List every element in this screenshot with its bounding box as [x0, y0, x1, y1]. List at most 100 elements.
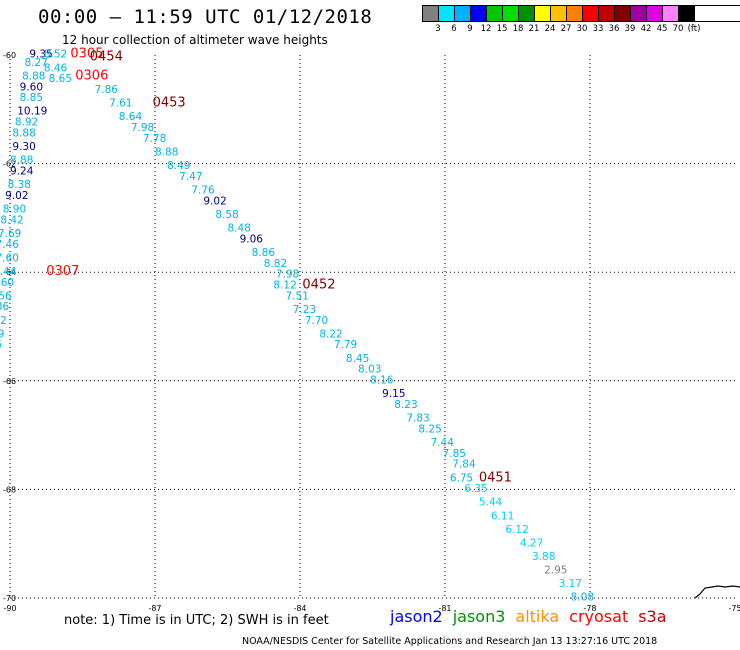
- swh-value: 7.61: [109, 98, 132, 110]
- swh-value: 7.36: [0, 339, 2, 351]
- swh-value: 8.58: [215, 209, 238, 221]
- swh-value: 7.79: [334, 339, 357, 351]
- legend-label: 18: [512, 24, 524, 34]
- swh-value: 9.30: [12, 141, 35, 153]
- legend-swatch: [647, 6, 663, 21]
- swh-value: 8.88: [10, 155, 33, 167]
- swh-value: 8.49: [167, 160, 190, 172]
- swh-value: 7.60: [0, 277, 14, 289]
- swh-value: 7.98: [131, 122, 154, 134]
- legend-label: 39: [624, 24, 636, 34]
- legend-label: 36: [608, 24, 620, 34]
- swh-value: 8.12: [273, 279, 296, 291]
- swh-value: 8.42: [0, 214, 23, 226]
- swh-value: 7.51: [286, 290, 309, 302]
- legend-label: 12: [480, 24, 492, 34]
- swh-value: 7.56: [0, 290, 12, 302]
- swh-value: 2.95: [544, 565, 567, 577]
- coastline: [694, 585, 740, 599]
- legend-label: 45: [656, 24, 668, 34]
- swh-value: 10.19: [17, 106, 47, 118]
- lat-tick-label: -60: [3, 51, 16, 60]
- swh-value: 8.86: [252, 247, 276, 259]
- swh-value: 7.86: [95, 84, 119, 96]
- antarctic-coast: [694, 585, 740, 599]
- swh-value: 3.88: [532, 551, 555, 563]
- legend-swatch: [551, 6, 567, 21]
- swh-value: 8.85: [20, 92, 43, 104]
- lon-tick-label: -75: [728, 604, 740, 613]
- swh-value: 6.35: [464, 483, 487, 495]
- swh-value: 6.75: [450, 472, 473, 484]
- satellite-label-cryosat: cryosat: [569, 607, 629, 626]
- legend-label: 3: [435, 24, 441, 34]
- lat-tick-label: -70: [3, 594, 16, 603]
- pass-time-label: 0305: [70, 47, 103, 62]
- swh-value: 8.23: [394, 399, 417, 411]
- swh-value: 7.76: [191, 184, 215, 196]
- swh-value: 8.90: [3, 203, 26, 215]
- color-scale-swatches: [422, 5, 740, 22]
- legend-swatch: [599, 6, 615, 21]
- swh-value: 7.44: [431, 437, 455, 449]
- credit-line: NOAA/NESDIS Center for Satellite Applica…: [242, 636, 658, 647]
- legend-label: 6: [451, 24, 457, 34]
- swh-observations: 9.358.278.889.608.8510.198.928.889.308.8…: [0, 49, 594, 604]
- legend-label: 70: [672, 24, 684, 34]
- color-scale-labels: 3 6 9 12 15 18 21 24 27 30 33 36 39 42 45 70 (ft): [422, 22, 740, 34]
- lon-tick-label: -87: [148, 604, 161, 613]
- lat-tick-label: -62: [3, 160, 16, 169]
- swh-value: 8.48: [228, 222, 251, 234]
- pass-time-label: 0452: [302, 277, 335, 292]
- legend-swatch: [455, 6, 471, 21]
- swh-value: 8.25: [418, 423, 441, 435]
- legend-swatch: [423, 6, 439, 21]
- swh-value: 9.02: [203, 195, 226, 207]
- swh-value: 8.22: [319, 328, 342, 340]
- legend-swatch: [663, 6, 679, 21]
- swh-value: 6.12: [505, 524, 528, 536]
- map-subtitle: 12 hour collection of altimeter wave hei…: [62, 33, 328, 47]
- legend-label: 33: [592, 24, 604, 34]
- map-grid: [9, 55, 735, 599]
- satellite-label-jason2: jason2: [390, 607, 443, 626]
- map-title: 00:00 — 11:59 UTC 01/12/2018: [38, 6, 373, 28]
- swh-value: 7.83: [406, 413, 429, 425]
- legend-label: (ft): [687, 24, 701, 34]
- legend-label: 21: [528, 24, 540, 34]
- swh-value: 5.44: [479, 497, 503, 509]
- legend-swatch: [631, 6, 647, 21]
- swh-value: 8.82: [264, 258, 287, 270]
- satellite-legend: jason2 jason3 altika cryosat s3a: [390, 607, 677, 626]
- satellite-label-altika: altika: [515, 607, 560, 626]
- swh-value: 7.78: [143, 133, 166, 145]
- swh-value: 7.46: [0, 239, 19, 251]
- lat-tick-label: -64: [3, 268, 16, 277]
- legend-swatch: [535, 6, 551, 21]
- units-note: note: 1) Time is in UTC; 2) SWH is in fe…: [64, 613, 329, 628]
- swh-value: 7.29: [0, 328, 4, 340]
- swh-value: 7.23: [293, 304, 316, 316]
- swh-value: 6.11: [491, 510, 514, 522]
- swh-value: 9.02: [5, 190, 28, 202]
- swh-value: 8.92: [15, 117, 38, 129]
- legend-swatch: [567, 6, 583, 21]
- legend-label: 15: [496, 24, 508, 34]
- lon-tick-label: -81: [438, 604, 451, 613]
- legend-label: 24: [544, 24, 556, 34]
- legend-swatch: [583, 6, 599, 21]
- swh-value: 8.46: [44, 62, 68, 74]
- swh-value: 7.82: [0, 315, 7, 327]
- swh-value: 8.27: [25, 57, 48, 69]
- lat-tick-label: -68: [3, 485, 16, 494]
- pass-time-label: 0454: [90, 49, 123, 64]
- legend-swatch: [503, 6, 519, 21]
- legend-swatch: [487, 6, 503, 21]
- legend-label: 42: [640, 24, 652, 34]
- satellite-label-jason3: jason3: [452, 607, 506, 626]
- axis-tick-labels: -60 -62 -64 -66 -68 -70-90 -87 -84 -81 -78 -75: [3, 51, 740, 613]
- swh-value: 3.17: [559, 578, 582, 590]
- swh-value: 9.60: [20, 81, 43, 93]
